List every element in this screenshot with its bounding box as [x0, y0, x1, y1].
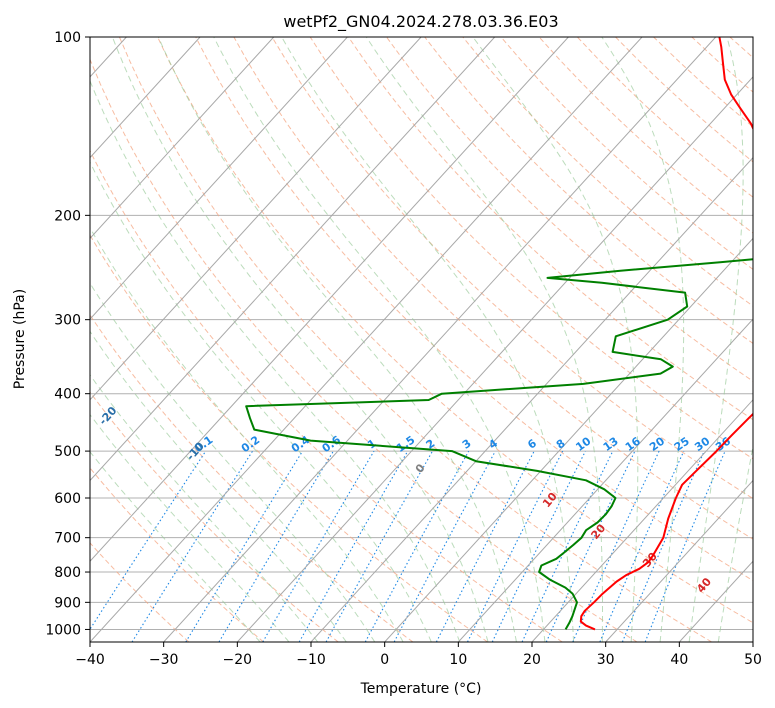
moist-adiabat-line [717, 444, 753, 642]
y-tick-label: 500 [54, 444, 81, 460]
isotherm-line [90, 37, 275, 240]
isotherm-line [90, 37, 496, 482]
dry-adiabat-line [90, 58, 638, 642]
dry-adiabat-line [195, 37, 753, 582]
isotherm-line [752, 641, 753, 642]
y-tick-label: 1000 [45, 622, 81, 638]
moist-adiabat-line [213, 37, 546, 642]
x-tick-label: 10 [449, 652, 467, 668]
y-tick-label: 200 [54, 208, 81, 224]
x-tick-label: −40 [75, 652, 105, 668]
dry-adiabat-line [309, 37, 753, 460]
moist-adiabat-line [472, 37, 639, 642]
isotherm-line [384, 237, 753, 642]
isotherm-line [90, 37, 643, 642]
x-tick-label: 40 [670, 652, 688, 668]
y-tick-label: 100 [54, 30, 81, 46]
plot-frame [89, 36, 754, 643]
isotherm-line [457, 318, 753, 642]
moist-adiabat-line [111, 37, 489, 642]
y-axis-title: Pressure (hPa) [12, 289, 28, 389]
x-tick-label: −30 [149, 652, 179, 668]
isotherm-line [90, 37, 348, 320]
moist-adiabat-line [90, 161, 432, 642]
dry-adiabat-line [386, 37, 753, 382]
dry-adiabat-line [271, 37, 753, 500]
x-tick-label: 30 [597, 652, 615, 668]
dry-adiabat-line [157, 37, 753, 624]
mixing-ratio-line [393, 450, 496, 642]
y-tick-label: 300 [54, 313, 81, 329]
isotherm-line [531, 399, 753, 642]
isotherm-line [163, 37, 717, 642]
moist-adiabat-line [90, 226, 404, 642]
moist-adiabat-line [601, 37, 685, 642]
isotherm-line [90, 37, 569, 563]
mixing-ratio-line [325, 450, 433, 642]
isotherm-line [90, 37, 201, 159]
profile-series [245, 37, 753, 631]
chart-title: wetPf2_GN04.2024.278.03.36.E03 [283, 12, 558, 32]
isotherm-line [90, 37, 422, 401]
moist-adiabat-line [90, 374, 319, 642]
moist-adiabat-line [157, 37, 517, 642]
mixing-ratio-line [131, 450, 254, 642]
x-tick-label: 50 [744, 652, 762, 668]
x-tick-label: −10 [296, 652, 326, 668]
y-tick-label: 900 [54, 595, 81, 611]
moist-adiabat-line [90, 330, 347, 642]
isotherm-line [310, 156, 753, 642]
mixing-ratio-line [621, 450, 705, 642]
x-tick-label: 20 [523, 652, 541, 668]
moist-adiabat-line [688, 37, 744, 642]
mixing-ratio-line [599, 450, 685, 642]
y-tick-label: 400 [54, 387, 81, 403]
mixing-ratio-line [364, 450, 470, 642]
y-tick-label: 800 [54, 565, 81, 581]
dry-adiabat-line [424, 37, 753, 344]
mixing-ratio-line [572, 450, 660, 642]
x-tick-label: −20 [223, 652, 253, 668]
temperature-line [579, 37, 753, 631]
isotherm-line [236, 76, 753, 642]
moist-adiabat-line [281, 37, 575, 642]
y-tick-label: 600 [54, 491, 81, 507]
moist-adiabat-line [90, 282, 376, 642]
dewpoint-line [245, 258, 753, 630]
mixing-ratio-line [467, 450, 564, 642]
moist-adiabat-line [90, 79, 461, 642]
plot-area-background [90, 37, 753, 642]
isobar-grid [90, 37, 753, 630]
x-axis: −40 −30 −20 −10 0 10 20 30 40 50 [75, 642, 762, 668]
mixing-ratio-line [185, 450, 304, 642]
y-axis: 100 200 300 400 500 600 700 800 900 1000 [45, 30, 90, 638]
mixing-ratio-line [90, 450, 207, 631]
dry-adiabat-line [90, 149, 563, 642]
isotherm-grid [90, 37, 753, 642]
x-axis-title: Temperature (°C) [360, 681, 482, 697]
x-tick-label: 0 [380, 652, 389, 668]
dry-adiabat-line [90, 313, 414, 642]
y-tick-label: 700 [54, 531, 81, 547]
isotherm-line [605, 479, 753, 642]
